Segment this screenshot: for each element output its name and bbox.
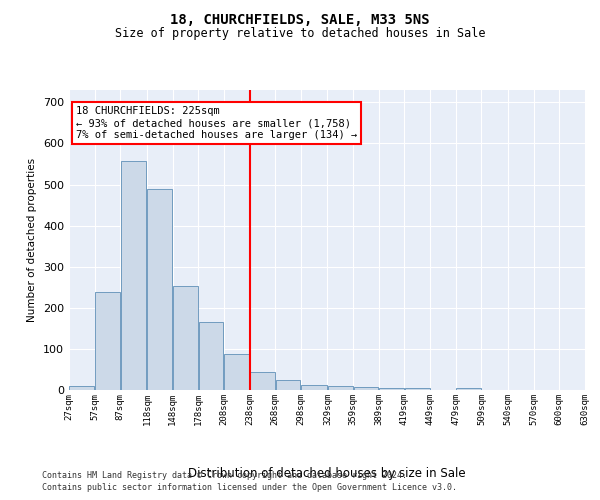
Bar — [147, 188, 172, 390]
Bar — [301, 385, 327, 390]
Bar — [173, 286, 198, 390]
Bar — [121, 160, 146, 390]
Bar — [199, 322, 223, 390]
Bar — [353, 387, 379, 390]
Bar — [275, 380, 301, 390]
X-axis label: Distribution of detached houses by size in Sale: Distribution of detached houses by size … — [188, 466, 466, 479]
Bar — [456, 388, 481, 390]
Bar — [95, 292, 120, 390]
Text: Contains HM Land Registry data © Crown copyright and database right 2024.: Contains HM Land Registry data © Crown c… — [42, 470, 407, 480]
Y-axis label: Number of detached properties: Number of detached properties — [28, 158, 37, 322]
Bar — [379, 388, 404, 390]
Text: Size of property relative to detached houses in Sale: Size of property relative to detached ho… — [115, 28, 485, 40]
Bar — [224, 354, 249, 390]
Text: Contains public sector information licensed under the Open Government Licence v3: Contains public sector information licen… — [42, 483, 457, 492]
Text: 18, CHURCHFIELDS, SALE, M33 5NS: 18, CHURCHFIELDS, SALE, M33 5NS — [170, 12, 430, 26]
Bar — [250, 372, 275, 390]
Text: 18 CHURCHFIELDS: 225sqm
← 93% of detached houses are smaller (1,758)
7% of semi-: 18 CHURCHFIELDS: 225sqm ← 93% of detache… — [76, 106, 357, 140]
Bar — [405, 388, 430, 390]
Bar — [70, 386, 94, 390]
Bar — [328, 386, 353, 390]
